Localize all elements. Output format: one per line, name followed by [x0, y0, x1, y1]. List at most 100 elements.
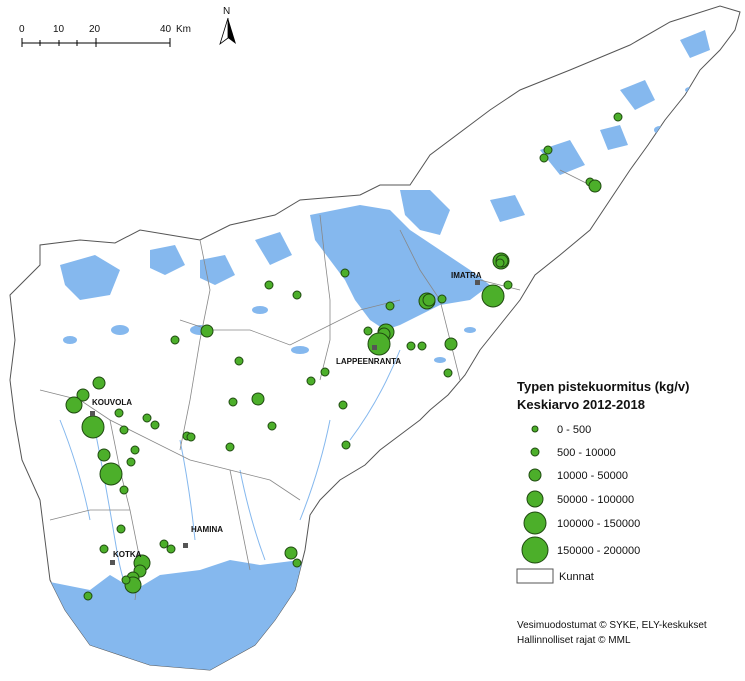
point-source-marker	[121, 575, 131, 585]
legend-title-line1: Typen pistekuormitus (kg/v)	[517, 379, 689, 394]
legend-symbol-2	[528, 468, 542, 482]
point-source-marker	[543, 145, 553, 155]
point-source-marker	[83, 591, 93, 601]
point-source-marker	[76, 388, 90, 402]
point-source-marker	[417, 341, 427, 351]
legend-symbol-4	[523, 511, 547, 535]
point-source-marker	[341, 440, 351, 450]
point-source-marker	[495, 258, 505, 268]
lake-north-5	[490, 195, 525, 222]
point-source-marker	[65, 396, 83, 414]
legend-label-5: 150000 - 200000	[557, 545, 640, 557]
municipal-boundaries	[39, 169, 601, 601]
legend-symbol-3	[526, 490, 544, 508]
point-source-marker	[422, 293, 436, 307]
point-source-marker	[613, 112, 623, 122]
legend-symbol-5	[521, 536, 549, 564]
credits-line1: Vesimuodostumat © SYKE, ELY-keskukset	[517, 620, 707, 631]
water-layer	[40, 30, 710, 670]
point-source-marker	[200, 324, 214, 338]
city-label-hamina: HAMINA	[191, 525, 223, 534]
point-source-marker	[81, 415, 105, 439]
legend-label-3: 50000 - 100000	[557, 494, 634, 506]
scale-bar: 0 10 20 40 Km	[19, 24, 191, 47]
point-source-marker	[437, 294, 447, 304]
lake-west-1	[60, 255, 120, 300]
point-source-marker	[114, 408, 124, 418]
point-source-marker	[503, 280, 513, 290]
point-source-marker	[159, 539, 169, 549]
point-source-marker	[306, 376, 316, 386]
legend-symbol-1	[530, 447, 540, 457]
city-label-lappeenranta: LAPPEENRANTA	[336, 357, 401, 366]
legend-municipality-label: Kunnat	[559, 571, 594, 583]
point-source-marker	[142, 413, 152, 423]
point-source-marker	[97, 448, 111, 462]
north-label: N	[223, 6, 230, 17]
point-source-marker	[588, 179, 602, 193]
city-label-imatra: IMATRA	[451, 271, 482, 280]
scale-tick-10: 10	[53, 24, 65, 35]
sea-area	[40, 560, 310, 670]
lake-west-2	[150, 245, 185, 275]
lake-north-4	[600, 125, 628, 150]
credits-line2: Hallinnolliset rajat © MML	[517, 635, 631, 646]
point-source-marker	[170, 335, 180, 345]
point-source-marker	[251, 392, 265, 406]
point-source-marker	[367, 332, 391, 356]
point-source-marker	[267, 421, 277, 431]
point-source-marker	[385, 301, 395, 311]
lake-north-2	[620, 80, 655, 110]
legend-symbol-0	[531, 425, 539, 433]
point-source-marker	[338, 400, 348, 410]
point-source-marker	[228, 397, 238, 407]
rivers	[59, 349, 401, 586]
point-source-marker	[225, 442, 235, 452]
legend: Typen pistekuormitus (kg/v) Keskiarvo 20…	[516, 379, 689, 584]
legend-municipality-swatch	[516, 568, 554, 584]
point-source-marker	[363, 326, 373, 336]
point-source-marker	[119, 485, 129, 495]
point-source-marker	[539, 153, 549, 163]
point-source-marker	[406, 341, 416, 351]
scale-tick-40: 40	[160, 24, 172, 35]
point-sources	[65, 112, 623, 601]
legend-label-4: 100000 - 150000	[557, 518, 640, 530]
legend-label-0: 0 - 500	[557, 424, 591, 436]
point-source-marker	[292, 290, 302, 300]
north-arrow-icon: N	[219, 6, 236, 46]
lake-north-3	[680, 30, 710, 58]
point-source-marker	[292, 558, 302, 568]
point-source-marker	[166, 544, 176, 554]
point-source-marker	[130, 445, 140, 455]
city-label-kouvola: KOUVOLA	[92, 398, 132, 407]
point-source-marker	[99, 544, 109, 554]
point-source-marker	[320, 367, 330, 377]
point-source-marker	[92, 376, 106, 390]
lake-west-4	[255, 232, 292, 265]
scale-tick-0: 0	[19, 24, 25, 35]
legend-label-1: 500 - 10000	[557, 447, 616, 459]
city-label-kotka: KOTKA	[113, 550, 142, 559]
point-source-marker	[186, 432, 196, 442]
point-source-marker	[444, 337, 458, 351]
scale-tick-20: 20	[89, 24, 101, 35]
point-source-marker	[284, 546, 298, 560]
point-source-marker	[264, 280, 274, 290]
point-source-marker	[234, 356, 244, 366]
scale-unit: Km	[176, 24, 191, 35]
point-source-marker	[443, 368, 453, 378]
point-source-marker	[150, 420, 160, 430]
point-source-marker	[481, 284, 505, 308]
legend-label-2: 10000 - 50000	[557, 470, 628, 482]
city-markers	[90, 280, 480, 565]
point-source-marker	[99, 462, 123, 486]
lake-saimaa-east	[400, 190, 450, 235]
point-source-marker	[119, 425, 129, 435]
legend-title-line2: Keskiarvo 2012-2018	[517, 397, 645, 412]
point-source-marker	[126, 457, 136, 467]
point-source-marker	[340, 268, 350, 278]
lake-west-3	[200, 255, 235, 285]
point-source-marker	[116, 524, 126, 534]
